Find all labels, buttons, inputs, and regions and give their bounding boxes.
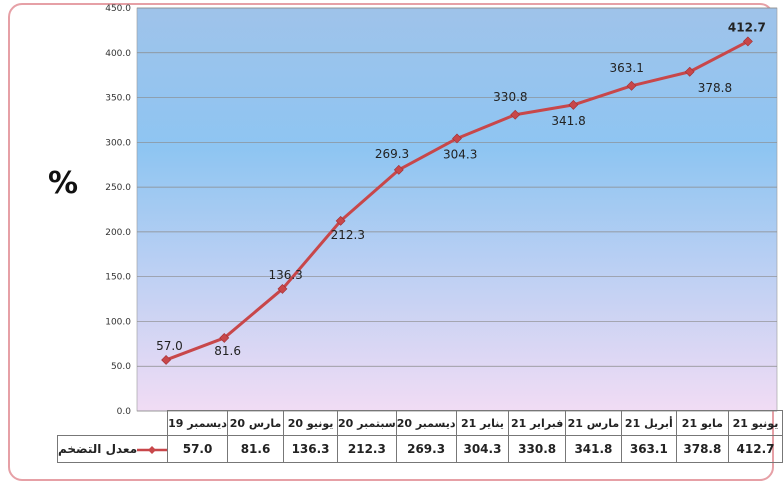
data-labels: 57.0 81.6 136.3 212.3 269.3 304.3 330.8 341.8 36… bbox=[156, 20, 766, 358]
table-value: 269.3 bbox=[395, 435, 457, 463]
y-tick-label: 450.0 bbox=[105, 4, 131, 14]
table-value-row: معدل التضخم 57.0 81.6 136.3 212.3 269.3 304.3 3… bbox=[56, 435, 783, 463]
data-label: 136.3 bbox=[268, 268, 302, 282]
table-value: 378.8 bbox=[675, 435, 730, 463]
data-point bbox=[742, 36, 753, 47]
category-label: مارس 20 bbox=[226, 410, 285, 436]
y-tick-label: 350.0 bbox=[105, 94, 131, 104]
y-axis-label: % bbox=[48, 166, 79, 201]
table-value: 136.3 bbox=[283, 435, 339, 463]
table-corner bbox=[58, 411, 168, 436]
data-label: 412.7 bbox=[728, 20, 766, 34]
data-point bbox=[335, 215, 346, 226]
y-tick-label: 400.0 bbox=[105, 49, 131, 59]
category-label: مارس 21 bbox=[564, 410, 622, 436]
data-point bbox=[393, 164, 404, 175]
data-label: 304.3 bbox=[443, 147, 477, 161]
data-label: 269.3 bbox=[375, 147, 409, 161]
table-value: 330.8 bbox=[508, 435, 566, 463]
category-label: ديسمبر 20 bbox=[395, 410, 457, 436]
data-label: 341.8 bbox=[551, 114, 585, 128]
category-label: ديسمبر 19 bbox=[167, 410, 228, 436]
y-tick-label: 0.0 bbox=[117, 407, 132, 417]
table-value: 412.7 bbox=[728, 435, 783, 463]
category-label: فبراير 21 bbox=[508, 410, 566, 436]
data-label: 81.6 bbox=[214, 344, 241, 358]
data-point bbox=[277, 284, 288, 294]
data-label: 57.0 bbox=[156, 339, 183, 353]
table-value: 304.3 bbox=[455, 435, 510, 463]
table-value: 57.0 bbox=[167, 435, 228, 463]
y-tick-label: 300.0 bbox=[105, 138, 131, 148]
data-point bbox=[452, 133, 462, 144]
y-tick-label: 100.0 bbox=[105, 317, 131, 327]
series-layer bbox=[161, 36, 753, 365]
y-axis-ticks: 0.0 50.0 100.0 150.0 200.0 250.0 300.0 350.0 400… bbox=[105, 4, 131, 417]
data-point bbox=[161, 355, 172, 365]
table-value: 81.6 bbox=[226, 435, 285, 463]
legend-label: معدل التضخم bbox=[58, 442, 138, 456]
category-label: يناير 21 bbox=[455, 410, 510, 436]
y-tick-label: 50.0 bbox=[111, 362, 131, 372]
table-value: 341.8 bbox=[564, 435, 622, 463]
data-label: 363.1 bbox=[610, 61, 644, 75]
table-header-row: ديسمبر 19 مارس 20 يونيو 20 سبتمبر 20 ديسمبر … bbox=[58, 410, 783, 436]
data-label: 330.8 bbox=[493, 90, 527, 104]
data-point bbox=[510, 109, 521, 120]
data-point bbox=[219, 332, 230, 343]
data-table: ديسمبر 19 مارس 20 يونيو 20 سبتمبر 20 ديسمبر … bbox=[56, 410, 783, 463]
table-value: 363.1 bbox=[620, 435, 677, 463]
data-label: 378.8 bbox=[698, 81, 732, 95]
table-value: 212.3 bbox=[337, 435, 397, 463]
category-label: سبتمبر 20 bbox=[337, 410, 397, 436]
y-tick-label: 200.0 bbox=[105, 228, 131, 238]
data-point bbox=[568, 99, 579, 110]
data-label: 212.3 bbox=[331, 228, 365, 242]
category-label: مايو 21 bbox=[675, 410, 730, 436]
y-tick-label: 250.0 bbox=[105, 183, 131, 193]
y-tick-label: 150.0 bbox=[105, 273, 131, 283]
grid-lines bbox=[137, 7, 777, 412]
category-label: أبريل 21 bbox=[620, 410, 677, 436]
legend-entry: معدل التضخم bbox=[56, 435, 169, 463]
category-label: يونيو 20 bbox=[283, 410, 339, 436]
category-label: يونيو 21 bbox=[728, 410, 783, 436]
data-point bbox=[626, 80, 637, 91]
data-point bbox=[684, 66, 695, 77]
legend-line-key bbox=[137, 445, 167, 454]
